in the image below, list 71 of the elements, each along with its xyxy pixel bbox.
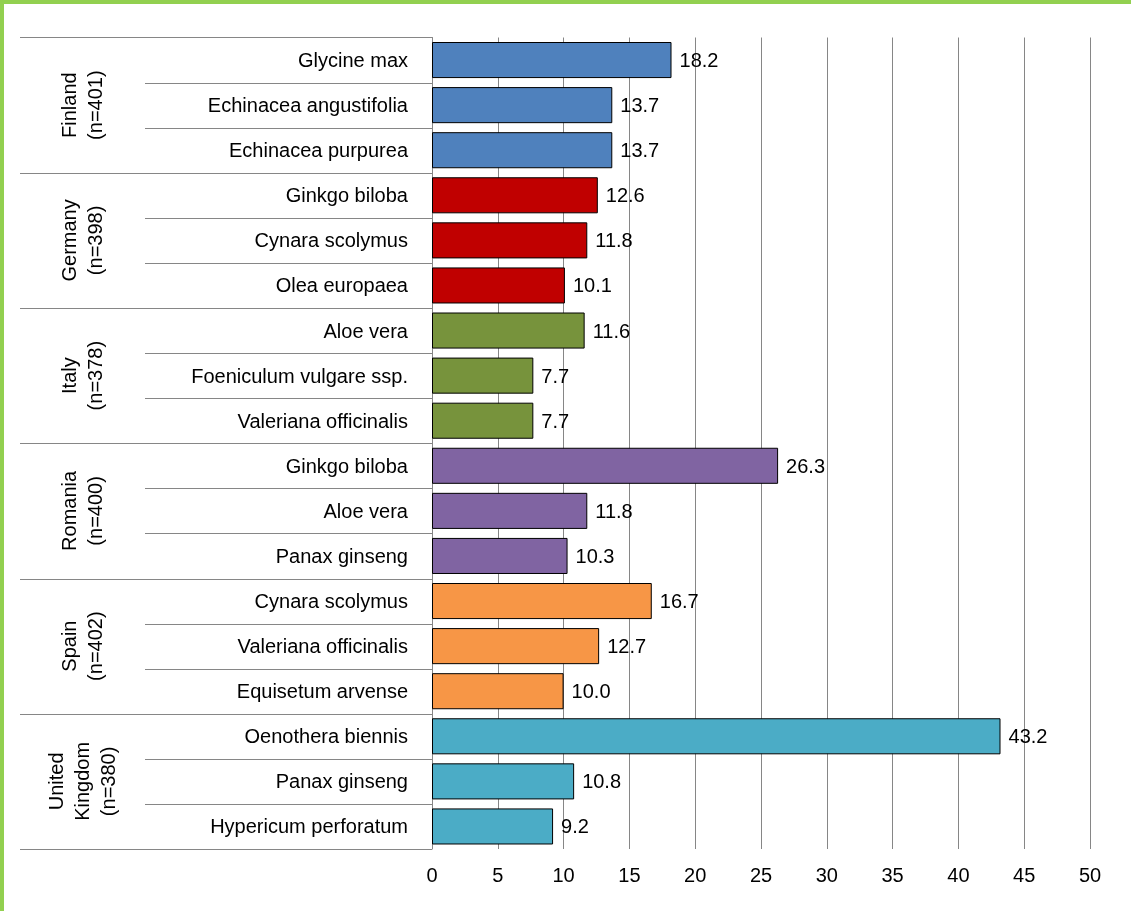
data-label: 11.6 [592, 319, 631, 342]
y-tick-label: Equisetum arvense [236, 680, 408, 703]
y-tick-label: Cynara scolymus [254, 590, 408, 613]
y-tick-label: Cynara scolymus [254, 229, 408, 252]
data-label: 11.8 [595, 229, 633, 252]
x-tick-label: 40 [947, 864, 970, 886]
bar [432, 808, 554, 845]
x-tick-label: 50 [1078, 864, 1102, 886]
data-label: 9.2 [561, 815, 589, 838]
bar [432, 447, 779, 484]
bar [432, 537, 568, 574]
y-tick-label: Valeriana officinalis [237, 635, 408, 658]
bar [432, 492, 588, 529]
data-label: 43.2 [1008, 725, 1048, 748]
y-tick-label: Ginkgo biloba [285, 454, 409, 477]
y-tick-label: Valeriana officinalis [237, 409, 408, 432]
data-label: 26.3 [786, 454, 826, 477]
data-label: 12.7 [607, 635, 647, 658]
bar [432, 402, 534, 439]
bar [432, 583, 652, 620]
data-label: 10.8 [582, 770, 622, 793]
text: Finland (n=401) [58, 70, 106, 140]
bar [432, 718, 1001, 755]
data-label: 10.3 [575, 544, 615, 567]
y-tick-label: Hypericum perforatum [210, 815, 408, 838]
x-tick-label: 0 [426, 864, 438, 886]
text: Romania (n=400) [58, 469, 106, 551]
text: United Kingdom (n=380) [45, 741, 119, 821]
data-label: 13.7 [620, 139, 660, 162]
y-tick-label: Glycine max [297, 49, 408, 72]
y-tick-label: Panax ginseng [275, 544, 408, 567]
bar [432, 177, 598, 214]
data-label: 7.7 [541, 409, 570, 432]
x-tick-label: 20 [684, 864, 707, 886]
bar [432, 628, 600, 665]
bar [432, 222, 588, 259]
y-tick-label: Ginkgo biloba [285, 184, 409, 207]
text: Spain (n=402) [58, 611, 106, 681]
x-tick-label: 5 [492, 864, 504, 886]
bar [432, 763, 575, 800]
text: Germany (n=398) [58, 199, 106, 282]
x-tick-label: 30 [815, 864, 838, 886]
y-tick-label: Foeniculum vulgare ssp. [191, 364, 408, 387]
x-tick-label: 25 [749, 864, 773, 886]
bar [432, 42, 672, 79]
bar [432, 132, 613, 169]
bar [432, 267, 565, 304]
data-label: 7.7 [541, 364, 570, 387]
data-label: 12.6 [605, 184, 645, 207]
x-tick-label: 35 [881, 864, 904, 886]
bar [432, 312, 585, 349]
data-label: 11.8 [595, 499, 633, 522]
y-tick-label: Echinacea angustifolia [207, 94, 409, 117]
y-tick-label: Echinacea purpurea [228, 139, 409, 162]
bar [432, 87, 613, 124]
y-tick-label: Aloe vera [323, 319, 409, 342]
bar [432, 673, 564, 710]
data-label: 10.1 [572, 274, 612, 297]
text: Italy (n=378) [58, 340, 106, 411]
data-label: 16.7 [659, 590, 699, 613]
y-tick-label: Olea europaea [275, 274, 409, 297]
bar [432, 357, 534, 394]
x-tick-label: 45 [1013, 864, 1036, 886]
x-tick-label: 10 [552, 864, 575, 886]
x-tick-label: 15 [618, 864, 641, 886]
y-tick-label: Oenothera biennis [244, 725, 408, 748]
y-tick-label: Panax ginseng [275, 770, 408, 793]
data-label: 18.2 [679, 49, 719, 72]
data-label: 13.7 [620, 94, 660, 117]
y-tick-label: Aloe vera [323, 499, 409, 522]
data-label: 10.0 [571, 680, 611, 703]
